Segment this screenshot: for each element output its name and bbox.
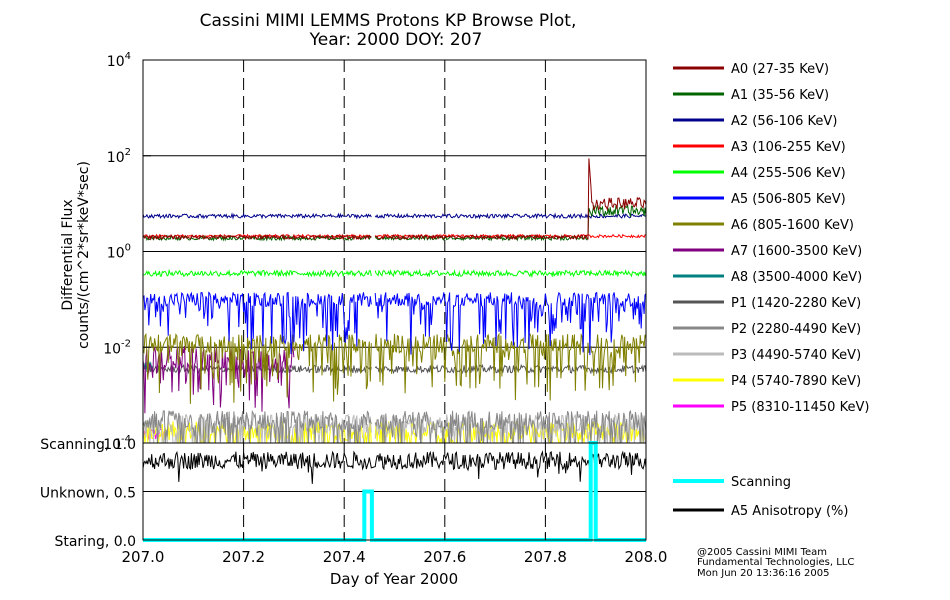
upper-series-group: [142, 158, 647, 444]
series-line: [374, 212, 647, 220]
legend-label: A6 (805-1600 KeV): [731, 218, 854, 233]
legend-label-scanning: Scanning: [731, 475, 791, 490]
legend-label: A7 (1600-3500 KeV): [731, 244, 862, 259]
series-line: [374, 158, 647, 241]
legend-label: A8 (3500-4000 KeV): [731, 270, 862, 285]
x-axis-label: Day of Year 2000: [330, 570, 458, 588]
y-axis-label-line2: counts/(cm^2*sr*keV*sec): [76, 161, 92, 349]
series-line: [142, 233, 372, 239]
footer-line2: Fundamental Technologies, LLC: [697, 557, 854, 568]
lower-y-ticks: Scanning, 1.0 Unknown, 0.5 Staring, 0.0: [40, 437, 136, 550]
x-tick-label: 207.0: [122, 548, 165, 566]
legend-label: A2 (56-106 KeV): [731, 114, 837, 129]
series-line: [142, 233, 372, 241]
series-line: [374, 363, 647, 375]
series-line: [374, 409, 647, 444]
series-line: [142, 291, 372, 355]
lower-y-tick-label: Scanning, 1.0: [40, 437, 136, 453]
y-axis-label-line1: Differential Flux: [60, 199, 76, 310]
lower-y-tick-label: Staring, 0.0: [54, 534, 136, 550]
series-line: [142, 332, 372, 404]
legend-label: P5 (8310-11450 KeV): [731, 400, 869, 415]
upper-grid: [143, 60, 646, 443]
legend: A0 (27-35 KeV) A1 (35-56 KeV) A2 (56-106 K…: [673, 62, 869, 415]
footer-line3: Mon Jun 20 13:36:16 2005: [697, 568, 830, 579]
chart-title-line1: Cassini MIMI LEMMS Protons KP Browse Plo…: [200, 11, 577, 31]
chart-title-line2: Year: 2000 DOY: 207: [309, 30, 483, 50]
x-tick-label: 207.6: [423, 548, 466, 566]
legend-label: P3 (4490-5740 KeV): [731, 348, 861, 363]
lower-panel: Scanning, 1.0 Unknown, 0.5 Staring, 0.0: [40, 437, 647, 550]
legend-label: P2 (2280-4490 KeV): [731, 322, 861, 337]
series-line: [142, 212, 372, 220]
lower-y-tick-label: Unknown, 0.5: [40, 486, 136, 502]
legend-label: A1 (35-56 KeV): [731, 88, 829, 103]
legend-label-anisotropy: A5 Anisotropy (%): [731, 504, 848, 519]
lower-plot-frame: [142, 442, 647, 541]
upper-y-ticks: 10-4 10-2 100 102 104: [103, 51, 151, 453]
upper-panel: 10-4 10-2 100 102 104: [103, 51, 647, 453]
legend-label: P4 (5740-7890 KeV): [731, 374, 861, 389]
y-tick-label: 10-2: [103, 338, 131, 357]
legend-label: A3 (106-255 KeV): [731, 140, 846, 155]
legend-label: A5 (506-805 KeV): [731, 192, 846, 207]
y-tick-label: 102: [107, 147, 131, 166]
legend-label: A0 (27-35 KeV): [731, 62, 829, 77]
series-line: [374, 291, 647, 356]
series-line: [142, 409, 372, 444]
lower-legend: Scanning A5 Anisotropy (%): [673, 475, 848, 519]
x-tick-label: 207.2: [222, 548, 265, 566]
lower-grid: [143, 443, 646, 540]
y-tick-label: 104: [107, 51, 131, 70]
y-tick-label: 100: [107, 243, 131, 262]
legend-label: P1 (1420-2280 KeV): [731, 296, 861, 311]
y-tick-label: 10-4: [103, 434, 131, 453]
anisotropy-line: [142, 450, 647, 484]
series-line: [374, 268, 647, 279]
series-line: [374, 332, 647, 401]
x-ticks: 207.0 207.2 207.4 207.6 207.8 208.0: [122, 532, 668, 566]
x-tick-label: 207.8: [524, 548, 567, 566]
footer: @2005 Cassini MIMI Team Fundamental Tech…: [697, 547, 854, 579]
series-line: [142, 268, 372, 278]
legend-label: A4 (255-506 KeV): [731, 166, 846, 181]
footer-line1: @2005 Cassini MIMI Team: [697, 547, 827, 558]
x-tick-label: 207.4: [323, 548, 366, 566]
x-tick-label: 208.0: [625, 548, 668, 566]
